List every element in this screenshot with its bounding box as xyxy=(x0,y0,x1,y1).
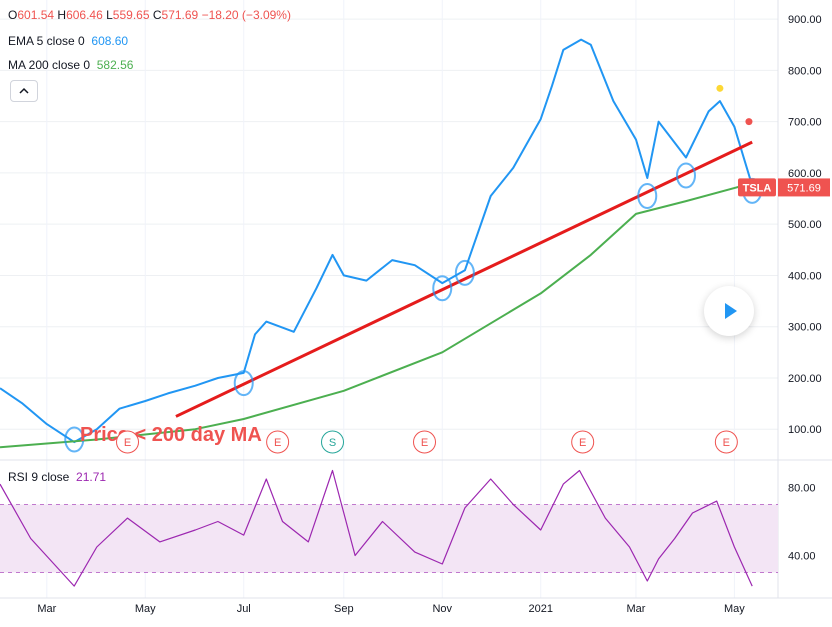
chevron-up-icon xyxy=(19,87,29,94)
ohlc-open-value: 601.54 xyxy=(17,8,55,22)
ohlc-close-value: 571.69 xyxy=(161,8,199,22)
rsi-label: RSI 9 close xyxy=(8,470,70,484)
signal-dot xyxy=(745,118,753,126)
trendline[interactable] xyxy=(175,140,753,418)
event-marker-label: E xyxy=(723,437,730,449)
collapse-legend-button[interactable] xyxy=(10,80,38,102)
touch-circle xyxy=(454,259,475,286)
ma-legend[interactable]: MA 200 close 0 582.56 xyxy=(8,58,133,72)
last-price-badge xyxy=(778,178,830,197)
x-tick-label: 2021 xyxy=(528,603,552,615)
x-tick-label: Nov xyxy=(432,603,452,615)
ohlc-legend: O601.54 H606.46 L559.65 C571.69 −18.20 (… xyxy=(8,8,291,22)
rsi-value: 21.71 xyxy=(76,470,107,484)
y-tick-label: 400.00 xyxy=(788,270,822,282)
touch-circle xyxy=(233,370,254,397)
y-tick-label: 100.00 xyxy=(788,424,822,436)
play-button[interactable] xyxy=(704,286,754,336)
ohlc-high-value: 606.46 xyxy=(66,8,103,22)
event-marker-label: E xyxy=(579,437,586,449)
event-marker[interactable] xyxy=(266,430,290,454)
ohlc-low-label: L xyxy=(106,8,113,22)
event-marker[interactable] xyxy=(571,430,595,454)
last-price-label: 571.69 xyxy=(787,182,821,194)
ma-label: MA 200 close 0 xyxy=(8,58,91,72)
ema-value: 608.60 xyxy=(91,34,129,48)
ohlc-close-label: C xyxy=(152,8,162,22)
signal-dot xyxy=(716,84,724,92)
ema-label: EMA 5 close 0 xyxy=(8,34,85,48)
rsi-band xyxy=(0,504,778,573)
symbol-badge[interactable] xyxy=(738,178,776,197)
y-tick-label: 500.00 xyxy=(788,219,822,231)
x-tick-label: Sep xyxy=(334,603,354,615)
ohlc-high-label: H xyxy=(57,8,67,22)
rsi-legend[interactable]: RSI 9 close 21.71 xyxy=(8,470,106,484)
y-tick-label: 900.00 xyxy=(788,14,822,26)
touch-circle xyxy=(637,182,658,209)
play-icon xyxy=(725,303,737,319)
touch-circle xyxy=(432,275,453,302)
annotation-text: Price < 200 day MA xyxy=(80,424,262,446)
event-marker-label: E xyxy=(124,437,131,449)
event-marker[interactable] xyxy=(714,430,738,454)
x-tick-label: May xyxy=(135,603,156,615)
ohlc-open-label: O xyxy=(8,8,18,22)
x-tick-label: May xyxy=(724,603,745,615)
x-tick-label: Mar xyxy=(37,603,56,615)
y-tick-label: 300.00 xyxy=(788,322,822,334)
event-marker-label: E xyxy=(421,437,428,449)
rsi-tick-label: 80.00 xyxy=(788,483,816,495)
y-tick-label: 200.00 xyxy=(788,373,822,385)
event-marker-label: S xyxy=(329,437,336,449)
rsi-line[interactable] xyxy=(0,469,753,587)
y-tick-label: 700.00 xyxy=(788,117,822,129)
rsi-tick-label: 40.00 xyxy=(788,551,816,563)
ohlc-change: −18.20 (−3.09%) xyxy=(201,8,291,22)
x-tick-label: Mar xyxy=(626,603,645,615)
event-marker[interactable] xyxy=(413,430,437,454)
y-tick-label: 800.00 xyxy=(788,65,822,77)
touch-circle xyxy=(675,162,696,189)
ema-legend[interactable]: EMA 5 close 0 608.60 xyxy=(8,34,128,48)
touch-circle xyxy=(64,426,85,453)
event-marker-label: E xyxy=(274,437,281,449)
ohlc-low-value: 559.65 xyxy=(112,8,150,22)
symbol-ticker: TSLA xyxy=(743,182,772,194)
ema-line[interactable] xyxy=(0,38,754,444)
event-marker[interactable] xyxy=(116,430,140,454)
event-marker[interactable] xyxy=(321,430,345,454)
x-tick-label: Jul xyxy=(237,603,251,615)
y-tick-label: 600.00 xyxy=(788,168,822,180)
ma-value: 582.56 xyxy=(96,58,134,72)
ma200-line[interactable] xyxy=(0,182,753,449)
